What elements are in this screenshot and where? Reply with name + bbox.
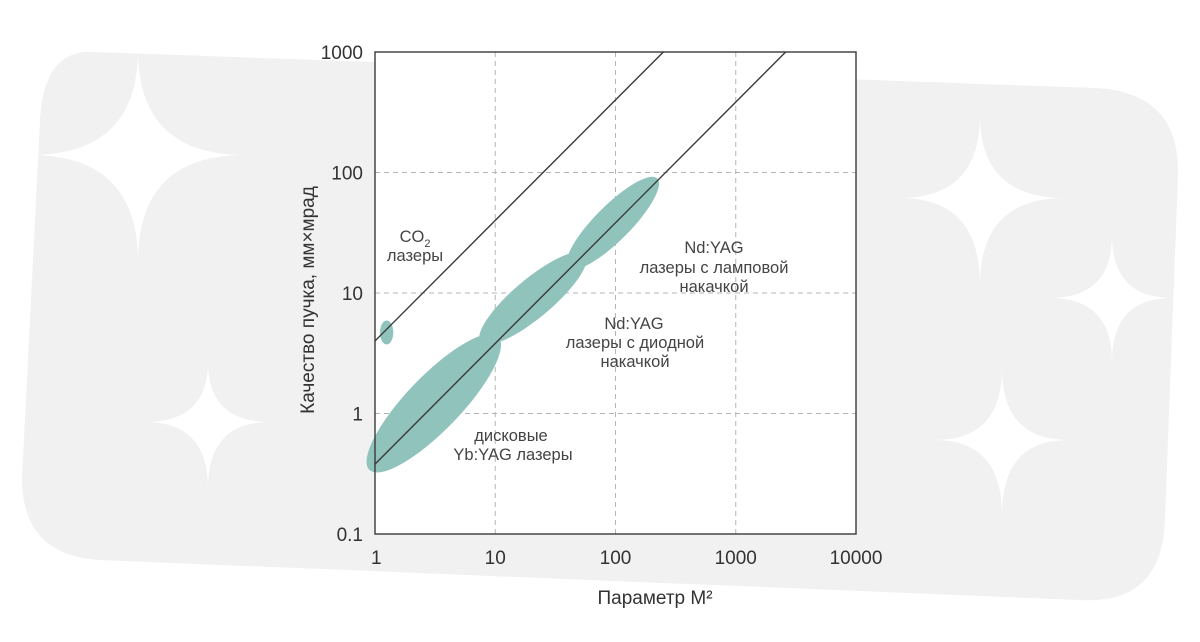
x-tick-label: 1 — [371, 548, 382, 569]
co2-label-line1: CO2 — [400, 228, 431, 250]
reference-line-2 — [374, 51, 787, 465]
x-tick-label: 10000 — [830, 548, 883, 569]
regions — [366, 176, 660, 473]
plot-frame — [374, 51, 857, 535]
disk-label-line2: Yb:YAG лазеры — [453, 446, 572, 464]
sparkle-icon — [935, 368, 1068, 515]
y-tick-label: 10 — [342, 284, 363, 305]
disk-label-line1: дисковые — [474, 427, 547, 445]
diode-label-line3: накачкой — [600, 353, 669, 371]
x-tick-labels: 1 10 100 1000 10000 — [371, 548, 882, 569]
lamp-label-line2: лазеры с ламповой — [640, 259, 789, 277]
diode-label-line2: лазеры с диодной — [566, 334, 704, 352]
y-tick-label: 100 — [331, 164, 363, 185]
reference-lines — [374, 51, 787, 465]
sparkle-icon — [30, 50, 245, 262]
y-tick-labels: 0.1 1 10 100 1000 — [321, 43, 363, 546]
co2-label-line2: лазеры — [387, 247, 443, 265]
x-axis-title: Параметр M² — [597, 588, 712, 609]
region-disk — [366, 333, 502, 473]
x-tick-label: 1000 — [715, 548, 757, 569]
sparkle-icon — [900, 115, 1065, 285]
x-tick-label: 10 — [485, 548, 506, 569]
lamp-label-line1: Nd:YAG — [684, 239, 743, 257]
region-diode — [479, 251, 587, 345]
sparkle-icon — [1050, 235, 1172, 362]
reference-line-1 — [374, 51, 664, 342]
y-tick-label: 1 — [352, 405, 363, 426]
x-tick-label: 100 — [600, 548, 632, 569]
y-axis-title: Качество пучка, мм×мрад — [298, 186, 319, 414]
region-lamp — [566, 176, 660, 270]
y-tick-label: 0.1 — [337, 525, 363, 546]
sparkle-icon — [145, 362, 270, 488]
grid — [375, 52, 856, 534]
diode-label-line1: Nd:YAG — [604, 315, 663, 333]
lamp-label-line3: накачкой — [679, 278, 748, 296]
y-tick-label: 1000 — [321, 43, 363, 64]
